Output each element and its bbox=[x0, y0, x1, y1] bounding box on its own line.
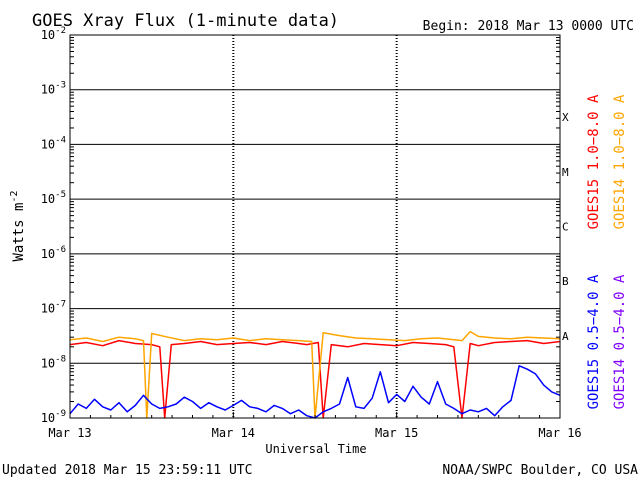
y-tick-label: 10-2 bbox=[41, 26, 66, 42]
y-tick-label: 10-3 bbox=[41, 81, 66, 97]
plot-area bbox=[69, 35, 561, 419]
y-tick-label: 10-8 bbox=[41, 354, 66, 370]
chart-title: GOES Xray Flux (1-minute data) bbox=[32, 11, 339, 31]
flare-class-label: A bbox=[562, 330, 569, 343]
x-tick-label: Mar 14 bbox=[212, 426, 255, 440]
legend-entry: GOES14 0.5−4.0 A bbox=[612, 274, 628, 409]
x-axis-label: Universal Time bbox=[265, 442, 366, 456]
x-tick-label: Mar 16 bbox=[538, 426, 581, 440]
legend-entry: GOES14 1.0−8.0 A bbox=[612, 94, 628, 229]
series-line bbox=[69, 339, 561, 419]
flare-class-label: B bbox=[562, 275, 569, 288]
y-tick-label: 10-4 bbox=[41, 135, 66, 151]
y-tick-label: 10-6 bbox=[41, 245, 66, 261]
begin-label: Begin: 2018 Mar 13 0000 UTC bbox=[423, 19, 634, 34]
x-tick-label: Mar 13 bbox=[48, 426, 91, 440]
legend-entry: GOES15 1.0−8.0 A bbox=[586, 94, 602, 229]
flare-class-label: X bbox=[562, 111, 569, 124]
x-tick-label: Mar 15 bbox=[375, 426, 418, 440]
y-axis-label: Watts m-2 bbox=[9, 190, 27, 261]
credit-label: NOAA/SWPC Boulder, CO USA bbox=[442, 463, 638, 478]
flare-class-label: C bbox=[562, 221, 569, 234]
series-line bbox=[69, 330, 561, 419]
y-tick-label: 10-5 bbox=[41, 190, 66, 206]
flare-class-label: M bbox=[562, 166, 569, 179]
y-tick-label: 10-9 bbox=[41, 409, 66, 425]
legend-entry: GOES15 0.5−4.0 A bbox=[586, 274, 602, 409]
y-tick-label: 10-7 bbox=[41, 300, 66, 316]
updated-label: Updated 2018 Mar 15 23:59:11 UTC bbox=[2, 463, 252, 478]
